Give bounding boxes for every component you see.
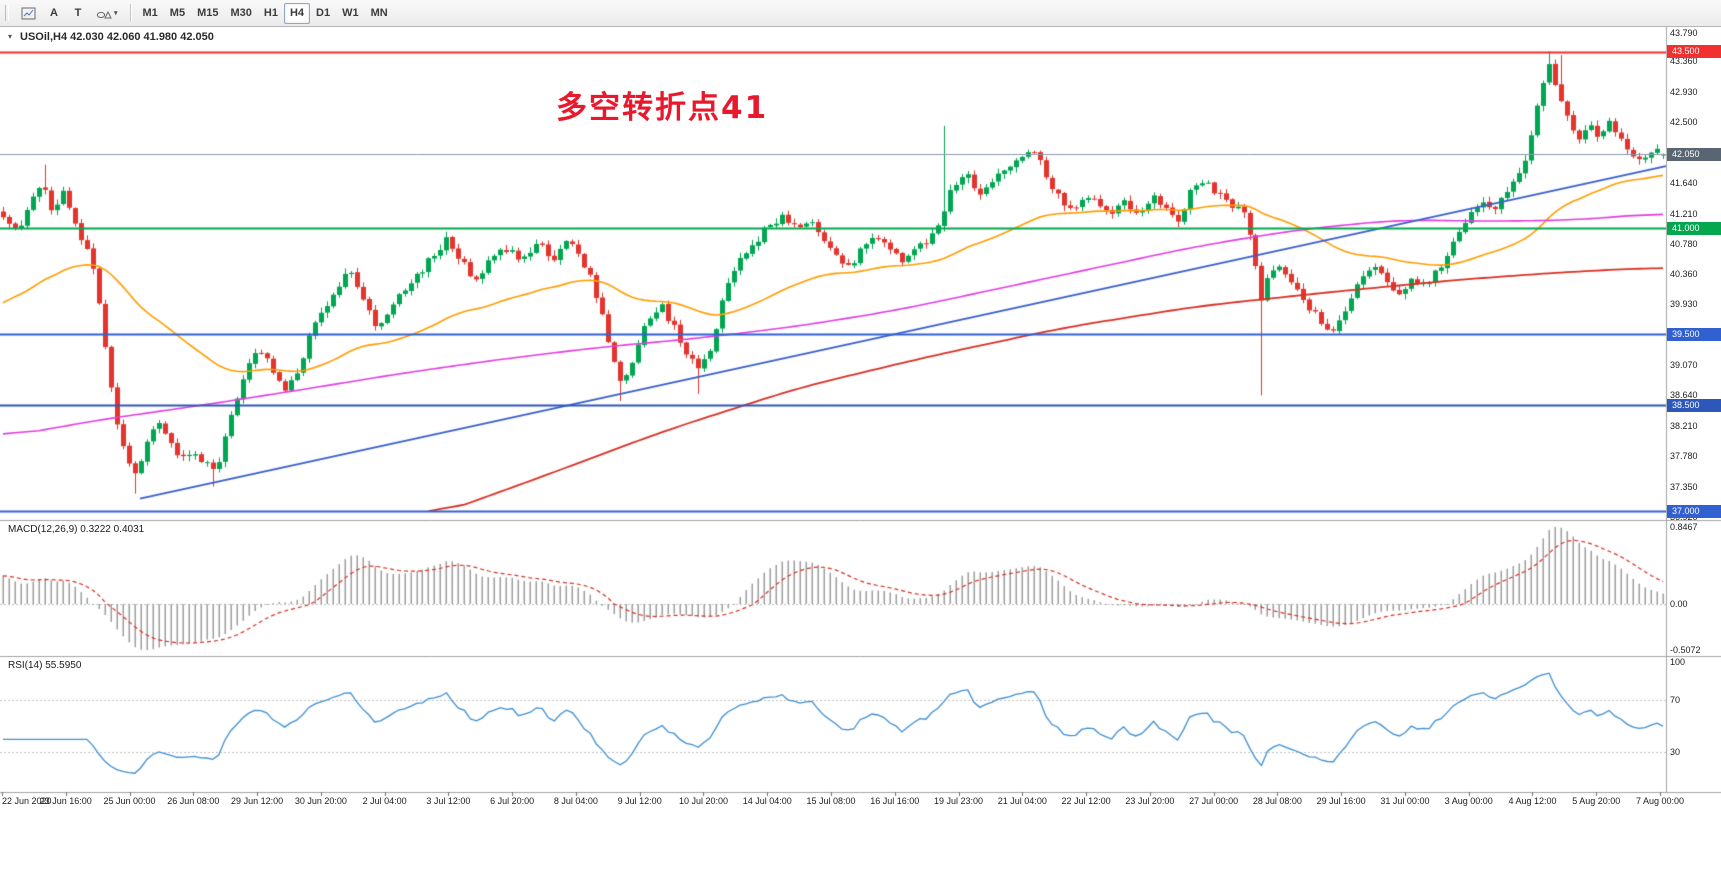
timeframe-button-m1[interactable]: M1 — [137, 3, 164, 24]
toolbar: A T ▾ M1 M5 M15 M30 H1 H4 D1 W1 MN — [0, 0, 1721, 27]
timeframe-button-mn[interactable]: MN — [365, 3, 394, 24]
timeframe-button-d1[interactable]: D1 — [310, 3, 336, 24]
timeframe-button-m5[interactable]: M5 — [164, 3, 191, 24]
timeframe-button-w1[interactable]: W1 — [336, 3, 365, 24]
timeframe-button-h4[interactable]: H4 — [283, 2, 311, 24]
timeframe-group: M1 M5 M15 M30 H1 H4 D1 W1 MN — [137, 2, 394, 24]
mini-chart-icon — [21, 7, 36, 19]
text-tool-button[interactable]: A — [42, 3, 66, 24]
chevron-down-icon: ▾ — [114, 10, 118, 17]
timeframe-button-m30[interactable]: M30 — [224, 3, 257, 24]
timeframe-button-m15[interactable]: M15 — [191, 3, 224, 24]
label-tool-button[interactable]: T — [66, 3, 90, 24]
timeframe-button-h1[interactable]: H1 — [258, 3, 284, 24]
toolbar-separator — [129, 4, 131, 22]
toolbar-grip[interactable] — [5, 5, 9, 21]
shapes-icon — [96, 10, 112, 18]
chart-objects-button[interactable] — [15, 3, 42, 24]
shapes-dropdown-button[interactable]: ▾ — [90, 3, 124, 24]
